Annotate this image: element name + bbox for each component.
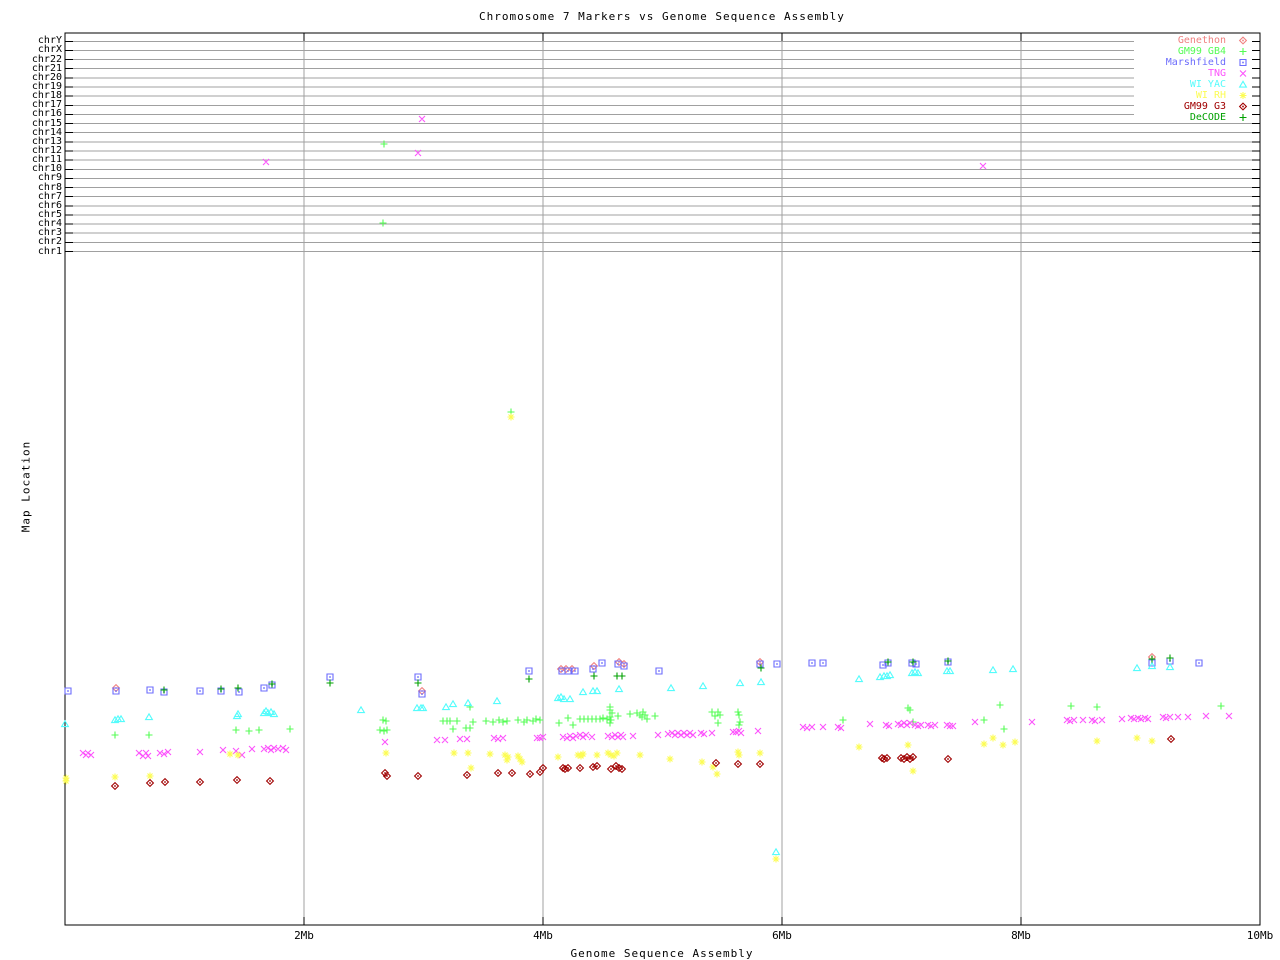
plus-marker-icon — [1239, 48, 1247, 55]
y-tick-label: chr14 — [31, 126, 62, 138]
legend-label: GM99 G3 — [1183, 101, 1226, 112]
y-tick-label: chr21 — [31, 62, 62, 74]
series-point-centers — [1242, 61, 1244, 64]
legend-label: Genethon — [1177, 35, 1226, 46]
x-axis-title: Genome Sequence Assembly — [570, 947, 754, 960]
series-point-centers — [115, 656, 1153, 692]
y-tick-label: chr11 — [31, 154, 62, 166]
y-tick-label: chr7 — [37, 190, 62, 202]
series-points-wi-yac — [1238, 80, 1248, 88]
legend-label: DeCODE — [1189, 112, 1226, 123]
legend-row-gm99gb4: GM99 GB4 — [1134, 46, 1252, 57]
y-tick-label: chr13 — [31, 135, 62, 147]
x-tick-label: 2Mb — [294, 929, 314, 942]
y-tick-label: chr3 — [37, 227, 62, 239]
square-marker-icon — [1239, 58, 1247, 67]
series-point-centers — [67, 660, 1200, 695]
legend-row-gm99g3: GM99 G3 — [1134, 101, 1252, 112]
series-points-genethon — [1238, 36, 1248, 45]
chart-title: Chromosome 7 Markers vs Genome Sequence … — [479, 10, 845, 23]
y-tick-label: chr12 — [31, 144, 62, 156]
triangle-marker-icon — [1238, 80, 1248, 88]
series-points-wi-rh — [1239, 92, 1247, 99]
series-points-tng — [1239, 70, 1247, 77]
legend-label: TNG — [1207, 68, 1226, 79]
y-tick-label: chr1 — [37, 245, 62, 257]
y-tick-label: chrY — [37, 35, 62, 47]
x-tick-label: 6Mb — [772, 929, 792, 942]
y-tick-label: chr2 — [37, 236, 62, 248]
legend-label: Marshfield — [1165, 57, 1226, 68]
y-tick-label: chr5 — [37, 208, 62, 220]
y-tick-label: chr18 — [31, 90, 62, 102]
legend-row-wiyac: WI YAC — [1134, 79, 1252, 90]
series-points-tng — [79, 115, 1233, 760]
y-tick-label: chr15 — [31, 117, 62, 129]
series-points-gm99-g3 — [1238, 102, 1248, 111]
y-tick-label: chr9 — [37, 172, 62, 184]
legend-label: GM99 GB4 — [1177, 46, 1226, 57]
y-tick-label: chr16 — [31, 108, 62, 120]
series-points-gm99-gb4 — [111, 140, 1225, 739]
series-points-marshfield — [1239, 58, 1247, 67]
legend-row-wirh: WI RH — [1134, 90, 1252, 101]
series-points-decode — [160, 654, 1174, 694]
series-points-wi-rh — [62, 413, 1156, 863]
diamond-marker-icon — [1238, 102, 1248, 111]
x-tick-label: 4Mb — [533, 929, 553, 942]
y-tick-label: chr22 — [31, 53, 62, 65]
diamond-marker-icon — [1238, 36, 1248, 45]
x-tick-label: 10Mb — [1246, 929, 1274, 942]
y-tick-label: chr6 — [37, 199, 62, 211]
star-marker-icon — [1239, 92, 1247, 99]
y-tick-label: chr4 — [37, 218, 62, 230]
series-point-centers — [114, 738, 1172, 787]
series-points-marshfield — [64, 657, 1203, 698]
x-tick-label: 8Mb — [1011, 929, 1031, 942]
series-points-wi-yac — [60, 661, 1175, 856]
y-tick-label: chr19 — [31, 81, 62, 92]
legend-row-genethon: Genethon — [1134, 35, 1252, 46]
y-tick-label: chr20 — [31, 71, 62, 83]
legend-label: WI YAC — [1189, 79, 1226, 90]
legend-label: WI RH — [1195, 90, 1226, 101]
series-point-centers — [1242, 105, 1244, 108]
series-points-gm99-g3 — [110, 734, 1176, 791]
series-point-centers — [1242, 39, 1244, 42]
y-tick-label: chr10 — [31, 163, 62, 175]
legend: Genethon GM99 GB4 Marshfield TNG WI YAC … — [1134, 35, 1252, 123]
series-points-decode — [1239, 114, 1247, 121]
y-tick-label: chr8 — [37, 181, 62, 193]
legend-row-marshfield: Marshfield — [1134, 57, 1252, 68]
y-tick-label: chr17 — [31, 99, 62, 111]
series-points-gm99-gb4 — [1239, 48, 1247, 55]
y-tick-label: chrX — [37, 44, 62, 56]
legend-row-decode: DeCODE — [1134, 112, 1252, 123]
legend-row-tng: TNG — [1134, 68, 1252, 79]
cross-marker-icon — [1239, 70, 1247, 77]
plus-marker-icon — [1239, 114, 1247, 121]
